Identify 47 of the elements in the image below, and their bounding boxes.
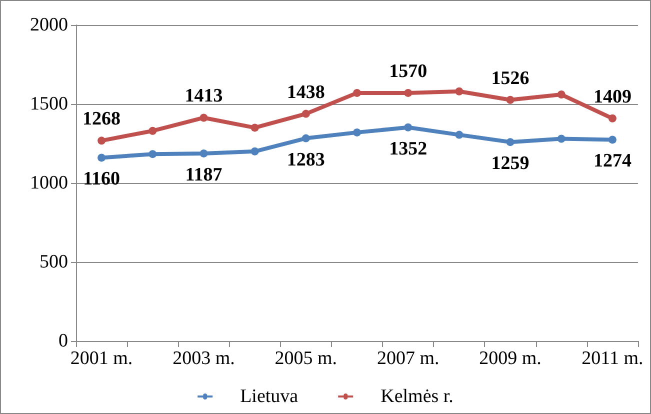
point <box>200 149 208 158</box>
x-tick-label: 2009 m. <box>479 348 542 369</box>
point <box>302 134 310 142</box>
point <box>148 150 157 158</box>
x-tick-label: 2003 m. <box>172 348 235 369</box>
point <box>353 128 361 136</box>
point <box>506 138 514 146</box>
point <box>200 114 208 122</box>
data-label: 1352 <box>389 138 428 160</box>
data-label: 1268 <box>82 108 121 130</box>
y-tick-label: 500 <box>40 252 68 272</box>
y-tick-label: 0 <box>58 330 68 352</box>
x-tick-label: 2007 m. <box>376 348 440 369</box>
data-label: 1413 <box>184 86 223 107</box>
point <box>404 123 412 132</box>
x-tick-label: 2005 m. <box>274 348 338 369</box>
point <box>148 126 157 135</box>
point <box>557 90 566 99</box>
x-tick-label: 2011 m. <box>582 348 644 369</box>
data-label: 1187 <box>185 164 223 186</box>
point <box>250 124 259 132</box>
point <box>250 147 259 156</box>
point <box>608 114 616 122</box>
legend-label: Lietuva <box>240 386 299 407</box>
data-label: 1160 <box>83 168 120 190</box>
data-label: 1526 <box>491 68 530 89</box>
data-label: 1274 <box>593 150 632 172</box>
point <box>98 154 106 162</box>
point <box>302 110 310 118</box>
point <box>455 87 464 96</box>
point <box>353 88 361 97</box>
point <box>557 134 566 143</box>
data-label: 1438 <box>286 82 325 103</box>
y-tick-label: 2000 <box>30 14 68 36</box>
point <box>608 136 616 144</box>
point <box>506 96 514 104</box>
y-tick-label: 1500 <box>30 94 68 114</box>
data-label: 1259 <box>491 153 530 174</box>
x-tick-label: 2001 m. <box>70 348 133 369</box>
data-label: 1570 <box>389 60 428 82</box>
data-label: 1283 <box>286 149 325 170</box>
y-tick-label: 1000 <box>30 172 68 194</box>
point <box>455 130 464 139</box>
point <box>404 88 412 97</box>
legend-label: Kelmės r. <box>380 386 454 407</box>
point <box>98 136 106 145</box>
data-label: 1409 <box>593 86 632 108</box>
